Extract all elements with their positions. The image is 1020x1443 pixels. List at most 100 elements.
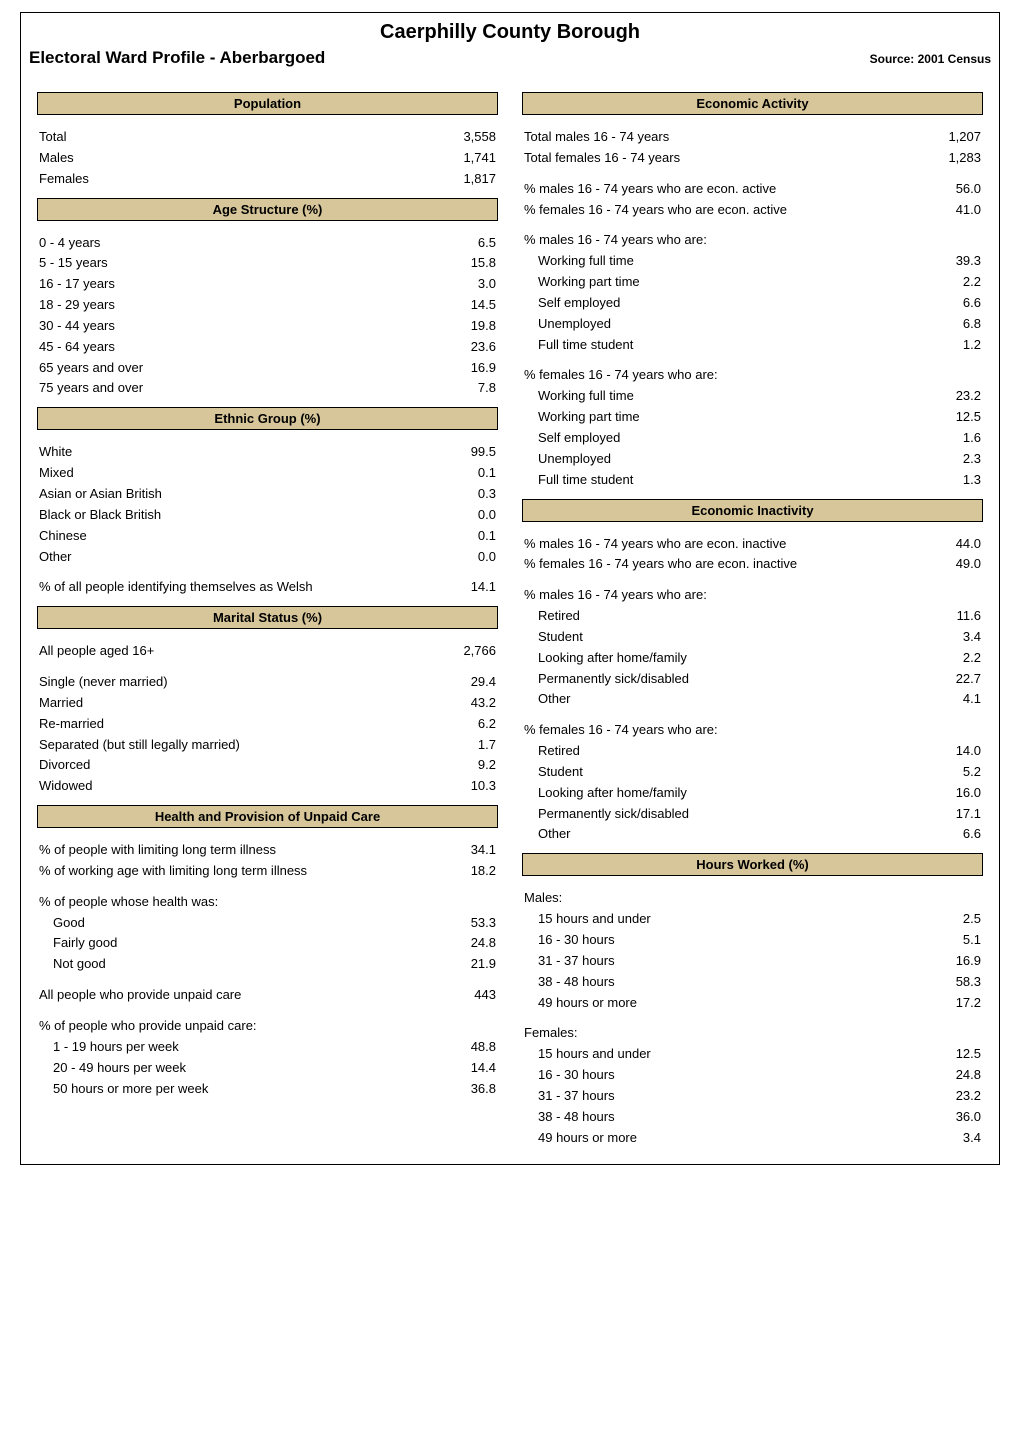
row-label: Student xyxy=(524,628,911,647)
row-value: 16.0 xyxy=(911,784,981,803)
data-row: Asian or Asian British0.3 xyxy=(37,484,498,505)
data-row: Student3.4 xyxy=(522,627,983,648)
row-label: Other xyxy=(524,825,911,844)
data-row: Permanently sick/disabled17.1 xyxy=(522,804,983,825)
hw-females-label-row: Females: xyxy=(522,1023,983,1044)
marital-total-value: 2,766 xyxy=(426,642,496,661)
row-label: 30 - 44 years xyxy=(39,317,426,336)
row-label: % of working age with limiting long term… xyxy=(39,862,426,881)
row-value: 19.8 xyxy=(426,317,496,336)
data-row: Working full time39.3 xyxy=(522,251,983,272)
section-ethnic-group: Ethnic Group (%) xyxy=(37,407,498,430)
row-value: 1,817 xyxy=(426,170,496,189)
row-label: 49 hours or more xyxy=(524,1129,911,1148)
row-label: Good xyxy=(39,914,426,933)
row-value: 21.9 xyxy=(426,955,496,974)
row-value: 17.2 xyxy=(911,994,981,1013)
data-row: 49 hours or more3.4 xyxy=(522,1128,983,1149)
data-row: 50 hours or more per week36.8 xyxy=(37,1079,498,1100)
data-row: Other0.0 xyxy=(37,547,498,568)
data-row: Looking after home/family2.2 xyxy=(522,648,983,669)
row-value: 1.6 xyxy=(911,429,981,448)
row-label: 15 hours and under xyxy=(524,910,911,929)
row-value: 6.5 xyxy=(426,234,496,253)
row-label: Working full time xyxy=(524,252,911,271)
data-row: Total males 16 - 74 years1,207 xyxy=(522,127,983,148)
row-label: Full time student xyxy=(524,336,911,355)
row-label: Working part time xyxy=(524,273,911,292)
welsh-row: % of all people identifying themselves a… xyxy=(37,577,498,598)
data-row: 75 years and over7.8 xyxy=(37,378,498,399)
data-row: Unemployed6.8 xyxy=(522,314,983,335)
row-label: Separated (but still legally married) xyxy=(39,736,426,755)
data-row: % males 16 - 74 years who are econ. acti… xyxy=(522,179,983,200)
row-value: 3,558 xyxy=(426,128,496,147)
row-label: Looking after home/family xyxy=(524,784,911,803)
row-value: 36.8 xyxy=(426,1080,496,1099)
section-econ-activity: Economic Activity xyxy=(522,92,983,115)
hw-males-label: Males: xyxy=(524,889,911,908)
row-value: 1.3 xyxy=(911,471,981,490)
subtitle-prefix: Electoral Ward Profile - xyxy=(29,48,220,67)
doc-title: Caerphilly County Borough xyxy=(21,13,999,48)
data-row: 31 - 37 hours16.9 xyxy=(522,951,983,972)
row-value: 6.2 xyxy=(426,715,496,734)
row-value: 34.1 xyxy=(426,841,496,860)
row-value: 1,207 xyxy=(911,128,981,147)
provide-care-pct-row: % of people who provide unpaid care: xyxy=(37,1016,498,1037)
data-row: 45 - 64 years23.6 xyxy=(37,337,498,358)
section-health: Health and Provision of Unpaid Care xyxy=(37,805,498,828)
row-label: 18 - 29 years xyxy=(39,296,426,315)
section-population: Population xyxy=(37,92,498,115)
row-value: 23.6 xyxy=(426,338,496,357)
data-row: % females 16 - 74 years who are econ. ac… xyxy=(522,200,983,221)
row-label: Working full time xyxy=(524,387,911,406)
health-was-row: % of people whose health was: xyxy=(37,892,498,913)
row-label: 31 - 37 hours xyxy=(524,1087,911,1106)
row-label: Other xyxy=(524,690,911,709)
row-value: 2.2 xyxy=(911,649,981,668)
data-row: Unemployed2.3 xyxy=(522,449,983,470)
welsh-label: % of all people identifying themselves a… xyxy=(39,578,426,597)
data-row: 20 - 49 hours per week14.4 xyxy=(37,1058,498,1079)
row-value: 5.2 xyxy=(911,763,981,782)
data-row: Separated (but still legally married)1.7 xyxy=(37,735,498,756)
row-value: 29.4 xyxy=(426,673,496,692)
row-label: 15 hours and under xyxy=(524,1045,911,1064)
row-value: 12.5 xyxy=(911,1045,981,1064)
provide-care-label: All people who provide unpaid care xyxy=(39,986,426,1005)
row-label: Fairly good xyxy=(39,934,426,953)
data-row: Widowed10.3 xyxy=(37,776,498,797)
data-row: Working full time23.2 xyxy=(522,386,983,407)
data-row: 5 - 15 years15.8 xyxy=(37,253,498,274)
row-label: 38 - 48 hours xyxy=(524,973,911,992)
row-label: Retired xyxy=(524,742,911,761)
row-value: 53.3 xyxy=(426,914,496,933)
data-row: Other4.1 xyxy=(522,689,983,710)
row-label: % females 16 - 74 years who are econ. ac… xyxy=(524,201,911,220)
subtitle-row: Electoral Ward Profile - Aberbargoed Sou… xyxy=(21,48,999,74)
data-row: Mixed0.1 xyxy=(37,463,498,484)
data-row: Re-married6.2 xyxy=(37,714,498,735)
row-label: Unemployed xyxy=(524,315,911,334)
row-label: Chinese xyxy=(39,527,426,546)
provide-care-value: 443 xyxy=(426,986,496,1005)
row-value: 10.3 xyxy=(426,777,496,796)
left-column: Population Total3,558Males1,741Females1,… xyxy=(37,84,498,1148)
doc-subtitle: Electoral Ward Profile - Aberbargoed xyxy=(29,48,325,68)
row-value: 6.6 xyxy=(911,294,981,313)
row-value: 6.6 xyxy=(911,825,981,844)
row-value: 11.6 xyxy=(911,607,981,626)
row-label: 38 - 48 hours xyxy=(524,1108,911,1127)
row-label: Permanently sick/disabled xyxy=(524,670,911,689)
row-label: 1 - 19 hours per week xyxy=(39,1038,426,1057)
row-value: 1.2 xyxy=(911,336,981,355)
ea-females-label: % females 16 - 74 years who are: xyxy=(524,366,911,385)
data-row: Divorced9.2 xyxy=(37,755,498,776)
row-label: White xyxy=(39,443,426,462)
row-value: 3.0 xyxy=(426,275,496,294)
marital-total-label: All people aged 16+ xyxy=(39,642,426,661)
data-row: Total females 16 - 74 years1,283 xyxy=(522,148,983,169)
row-value: 2.3 xyxy=(911,450,981,469)
data-row: White99.5 xyxy=(37,442,498,463)
